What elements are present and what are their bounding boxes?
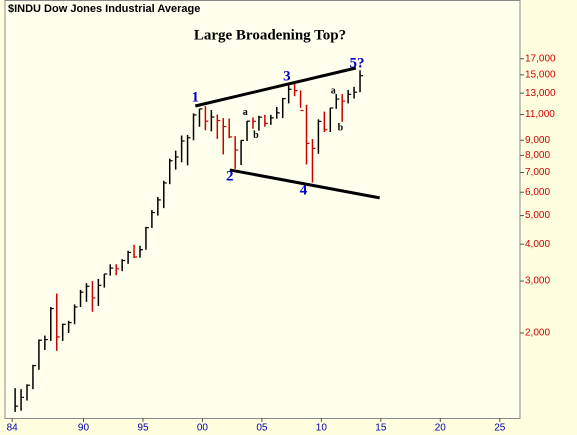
y-tick-label: 13,000 <box>525 88 556 99</box>
wave-label: b <box>253 130 259 141</box>
wave-label: 5? <box>350 55 365 71</box>
y-tick-label: 9,000 <box>525 135 550 146</box>
x-tick-label: 00 <box>197 423 209 434</box>
chart-title: Large Broadening Top? <box>194 27 346 43</box>
y-tick-label: 7,000 <box>525 167 550 178</box>
x-tick-label: 25 <box>494 423 506 434</box>
x-tick-label: 20 <box>435 423 447 434</box>
y-tick-label: 11,000 <box>525 109 555 120</box>
y-tick-label: 4,000 <box>525 239 550 250</box>
wave-label: 2 <box>226 168 234 184</box>
x-tick-label: 05 <box>256 423 268 434</box>
wave-label: a <box>243 107 248 118</box>
plot-area <box>4 0 521 419</box>
y-tick-label: 8,000 <box>525 150 550 161</box>
trendline <box>194 66 357 108</box>
x-tick-label: 15 <box>375 423 387 434</box>
x-tick-label: 90 <box>78 423 90 434</box>
x-tick-label: 10 <box>316 423 328 434</box>
y-tick-label: 3,000 <box>525 276 550 287</box>
y-tick-label: 17,000 <box>525 53 556 64</box>
y-tick-label: 6,000 <box>525 187 550 198</box>
y-tick-label: 15,000 <box>525 69 556 80</box>
y-tick-label: 2,000 <box>525 328 550 339</box>
wave-label: a <box>331 85 336 96</box>
y-tick-label: 5,000 <box>525 210 550 221</box>
wave-label: b <box>338 122 344 133</box>
wave-label: 3 <box>283 68 291 84</box>
trendline <box>229 168 380 200</box>
wave-label: 1 <box>192 89 200 105</box>
x-tick-label: 84 <box>7 423 19 434</box>
x-tick-label: 95 <box>137 423 149 434</box>
wave-label: 4 <box>300 182 308 198</box>
chart-subtitle: $INDU Dow Jones Industrial Average <box>8 3 200 15</box>
